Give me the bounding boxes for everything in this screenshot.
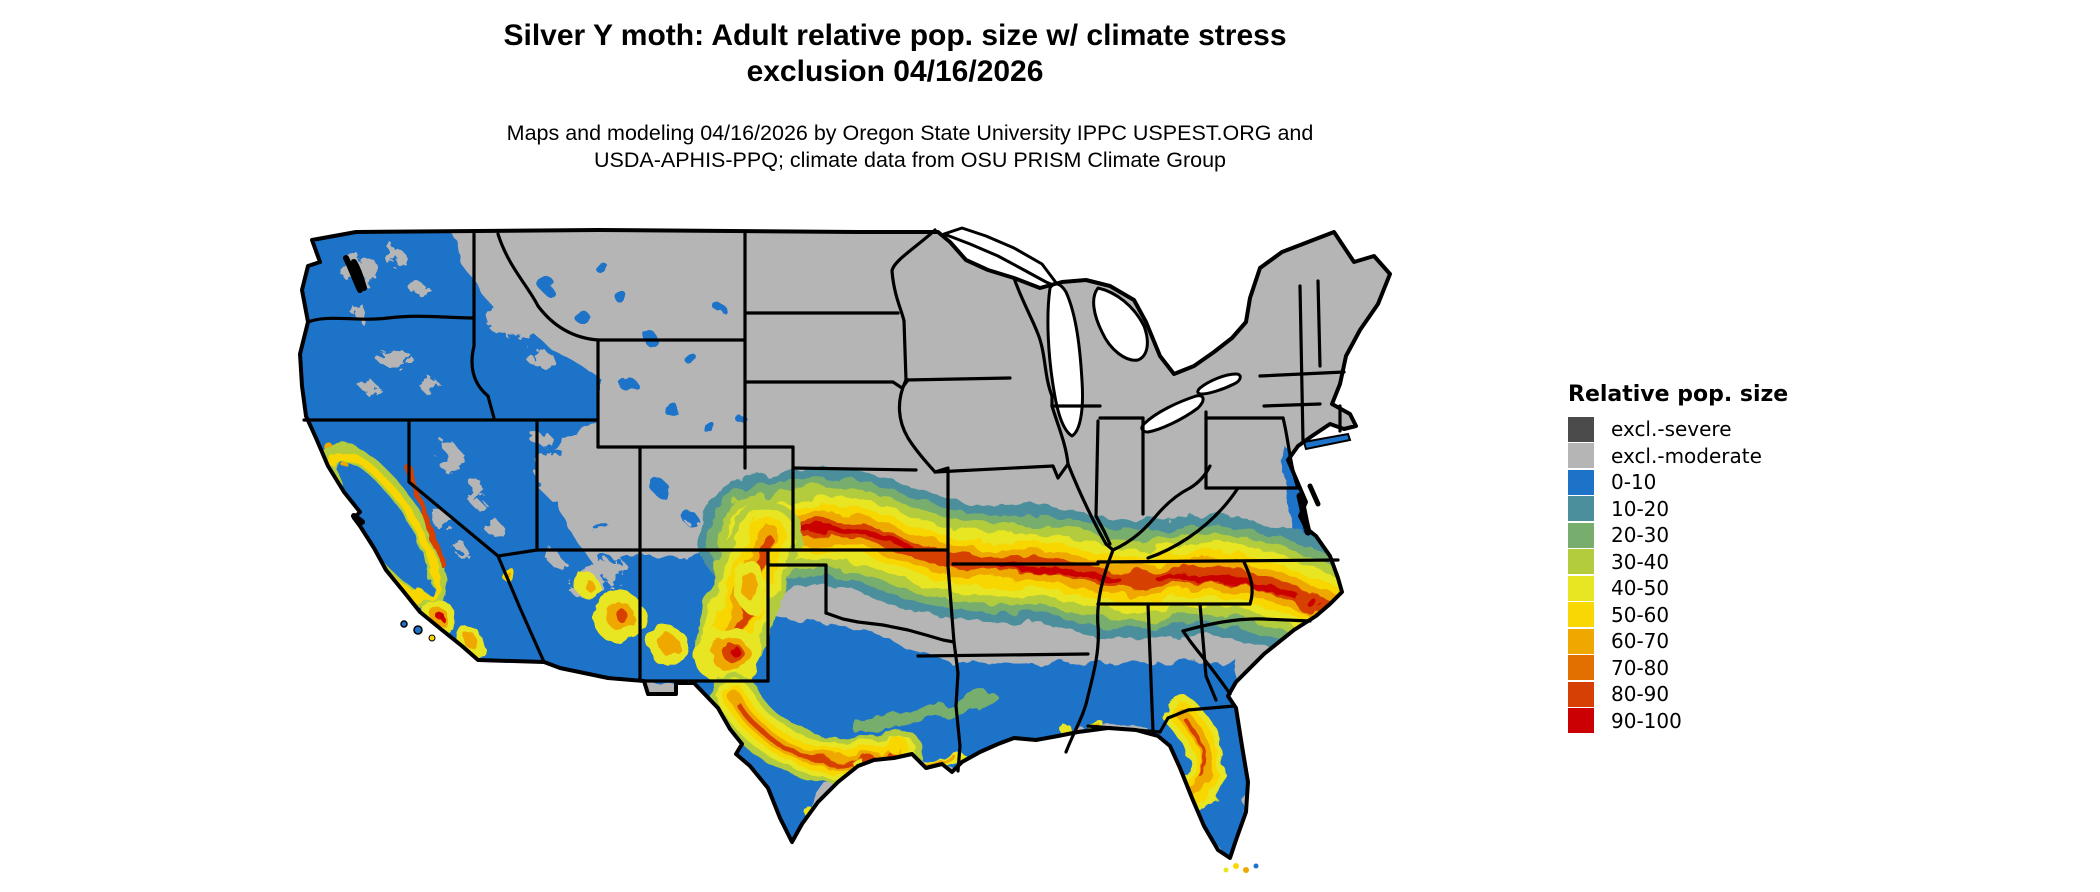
legend-item: 50-60 — [1568, 602, 1808, 629]
legend-swatch — [1568, 496, 1594, 522]
legend-swatch — [1568, 549, 1594, 575]
long-island — [1302, 432, 1352, 451]
great-lakes — [942, 226, 1242, 438]
delaware-bay — [1307, 483, 1321, 507]
legend-label: 80-90 — [1611, 682, 1670, 707]
legend-label: 70-80 — [1611, 655, 1670, 680]
state-borders — [302, 228, 1346, 773]
legend: Relative pop. size excl.-severe excl.-mod… — [1568, 382, 1808, 734]
legend-item: 80-90 — [1568, 681, 1808, 708]
legend-item: 90-100 — [1568, 708, 1808, 735]
legend-swatch — [1568, 416, 1594, 442]
islands — [400, 620, 1259, 873]
legend-item: 0-10 — [1568, 469, 1808, 496]
legend-label: 90-100 — [1611, 708, 1682, 733]
legend-swatch — [1568, 443, 1594, 469]
legend-label: 0-10 — [1611, 470, 1657, 495]
legend-label: 50-60 — [1611, 602, 1670, 627]
legend-swatch — [1568, 522, 1594, 548]
legend-swatch — [1568, 575, 1594, 601]
legend-item: 60-70 — [1568, 628, 1808, 655]
legend-item: 20-30 — [1568, 522, 1808, 549]
virginia-coast-red-spot — [1296, 589, 1320, 613]
map-subtitle-line1: Maps and modeling 04/16/2026 by Oregon S… — [506, 121, 1314, 145]
legend-label: 40-50 — [1611, 576, 1670, 601]
legend-item: excl.-severe — [1568, 416, 1808, 443]
legend-item: 40-50 — [1568, 575, 1808, 602]
legend-title: Relative pop. size — [1568, 382, 1789, 407]
map-title: Silver Y moth: Adult relative pop. size … — [0, 18, 1790, 90]
legend-item: excl.-moderate — [1568, 443, 1808, 470]
legend-item: 10-20 — [1568, 496, 1808, 523]
map-title-line2: exclusion 04/16/2026 — [746, 55, 1044, 88]
legend-label: 30-40 — [1611, 549, 1670, 574]
new-mexico-hot-cluster — [694, 560, 765, 684]
legend-swatch — [1568, 469, 1594, 495]
suitability-fields — [300, 230, 1387, 858]
lake-michigan — [1046, 282, 1084, 438]
legend-swatch — [1568, 708, 1594, 734]
us-map — [298, 226, 1392, 873]
legend-label: 60-70 — [1611, 629, 1670, 654]
map-subtitle-line2: USDA-APHIS-PPQ; climate data from OSU PR… — [593, 148, 1227, 172]
legend-label: 20-30 — [1611, 523, 1670, 548]
legend-label: excl.-moderate — [1611, 443, 1762, 468]
legend-label: 10-20 — [1611, 496, 1670, 521]
map-title-line1: Silver Y moth: Adult relative pop. size … — [503, 19, 1287, 52]
legend-swatch — [1568, 655, 1594, 681]
legend-label: excl.-severe — [1611, 417, 1732, 442]
map-subtitle: Maps and modeling 04/16/2026 by Oregon S… — [0, 120, 1820, 174]
main-hot-band — [699, 468, 1387, 667]
map-area — [298, 226, 1398, 876]
lake-ontario — [1196, 372, 1242, 396]
legend-item: 70-80 — [1568, 655, 1808, 682]
legend-swatch — [1568, 628, 1594, 654]
legend-item: 30-40 — [1568, 549, 1808, 576]
lake-huron — [1092, 286, 1149, 362]
legend-swatch — [1568, 602, 1594, 628]
legend-items: excl.-severe excl.-moderate 0-10 10-20 20-30… — [1568, 416, 1808, 734]
legend-swatch — [1568, 681, 1594, 707]
puget-sound — [343, 255, 367, 293]
